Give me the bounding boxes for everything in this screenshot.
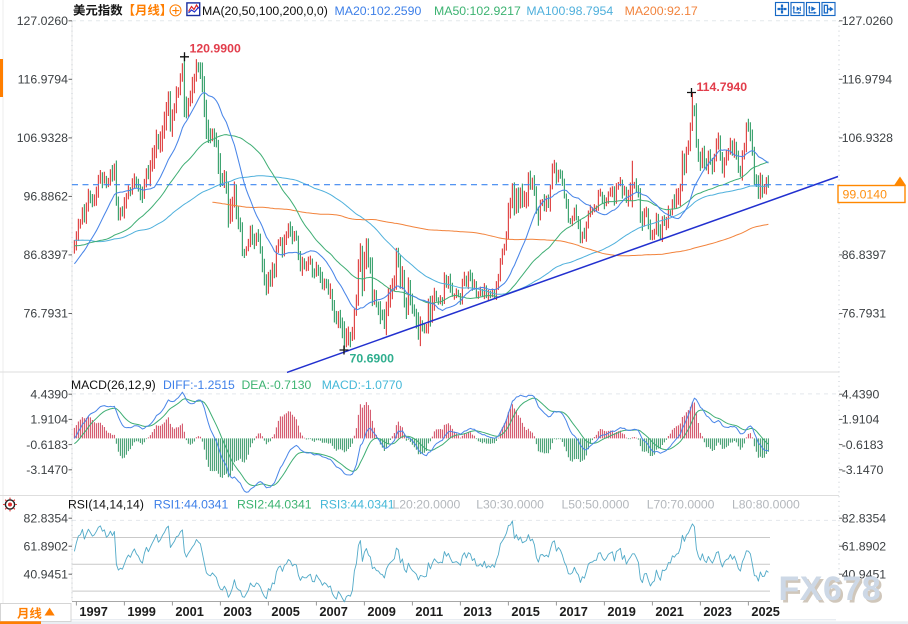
svg-text:114.7940: 114.7940 — [697, 80, 748, 94]
svg-text:2015: 2015 — [511, 604, 539, 619]
svg-text:MA(20,50,100,200,0,0): MA(20,50,100,200,0,0) — [202, 4, 328, 18]
svg-text:4.4390: 4.4390 — [842, 387, 880, 401]
svg-text:2021: 2021 — [655, 604, 683, 619]
svg-text:FX678: FX678 — [779, 570, 882, 608]
svg-text:40.9451: 40.9451 — [24, 567, 69, 581]
svg-text:2013: 2013 — [463, 604, 491, 619]
svg-text:127.0260: 127.0260 — [17, 14, 68, 28]
svg-text:DEA:-0.7130: DEA:-0.7130 — [242, 378, 312, 392]
svg-text:2019: 2019 — [607, 604, 635, 619]
svg-text:116.9794: 116.9794 — [842, 73, 893, 87]
svg-text:2009: 2009 — [367, 604, 395, 619]
svg-text:2011: 2011 — [415, 604, 443, 619]
svg-text:MA200:92.17: MA200:92.17 — [625, 4, 698, 18]
svg-text:MA50:102.9217: MA50:102.9217 — [434, 4, 521, 18]
svg-text:-3.1470: -3.1470 — [842, 463, 884, 477]
svg-text:1997: 1997 — [79, 604, 107, 619]
svg-text:2007: 2007 — [319, 604, 347, 619]
svg-text:-0.6183: -0.6183 — [842, 438, 884, 452]
svg-text:L30:30.0000: L30:30.0000 — [476, 498, 544, 512]
svg-text:MACD(26,12,9): MACD(26,12,9) — [71, 378, 156, 392]
svg-text:RSI2:44.0341: RSI2:44.0341 — [237, 498, 312, 512]
svg-text:L50:50.0000: L50:50.0000 — [562, 498, 630, 512]
svg-text:106.9328: 106.9328 — [17, 131, 68, 145]
svg-text:99.0140: 99.0140 — [843, 187, 888, 201]
svg-text:1999: 1999 — [127, 604, 155, 619]
svg-text:61.8902: 61.8902 — [24, 539, 69, 553]
svg-text:106.9328: 106.9328 — [842, 131, 893, 145]
svg-text:120.9900: 120.9900 — [190, 42, 241, 56]
svg-text:DIFF:-1.2515: DIFF:-1.2515 — [163, 378, 235, 392]
svg-text:127.0260: 127.0260 — [842, 14, 893, 28]
svg-text:2025: 2025 — [751, 604, 779, 619]
svg-text:70.6900: 70.6900 — [350, 352, 395, 366]
svg-text:86.8397: 86.8397 — [842, 248, 887, 262]
svg-text:1.9104: 1.9104 — [30, 413, 68, 427]
svg-text:96.8862: 96.8862 — [24, 190, 69, 204]
svg-text:L70:70.0000: L70:70.0000 — [647, 498, 715, 512]
svg-text:2001: 2001 — [175, 604, 203, 619]
svg-text:2005: 2005 — [271, 604, 299, 619]
svg-text:61.8902: 61.8902 — [842, 539, 887, 553]
svg-text:RSI3:44.0341: RSI3:44.0341 — [320, 498, 395, 512]
svg-text:L80:80.0000: L80:80.0000 — [732, 498, 800, 512]
svg-text:-0.6183: -0.6183 — [26, 438, 68, 452]
svg-text:1.9104: 1.9104 — [842, 413, 880, 427]
svg-text:40.9451: 40.9451 — [842, 567, 887, 581]
svg-text:82.8354: 82.8354 — [24, 511, 69, 525]
svg-text:MA20:102.2590: MA20:102.2590 — [335, 4, 422, 18]
svg-text:2003: 2003 — [223, 604, 251, 619]
svg-text:FX678: FX678 — [781, 572, 884, 610]
svg-text:4.4390: 4.4390 — [30, 387, 68, 401]
svg-text:82.8354: 82.8354 — [842, 511, 887, 525]
svg-text:MA100:98.7954: MA100:98.7954 — [526, 4, 613, 18]
svg-text:86.8397: 86.8397 — [24, 248, 69, 262]
svg-text:2017: 2017 — [559, 604, 587, 619]
svg-text:2023: 2023 — [703, 604, 731, 619]
svg-text:RSI1:44.0341: RSI1:44.0341 — [154, 498, 229, 512]
svg-text:-3.1470: -3.1470 — [26, 463, 68, 477]
svg-text:76.7931: 76.7931 — [842, 307, 887, 321]
svg-text:76.7931: 76.7931 — [24, 307, 69, 321]
svg-text:RSI(14,14,14): RSI(14,14,14) — [68, 498, 144, 512]
svg-text:L20:20.0000: L20:20.0000 — [393, 498, 461, 512]
svg-text:116.9794: 116.9794 — [18, 73, 69, 87]
svg-text:MACD:-1.0770: MACD:-1.0770 — [322, 378, 403, 392]
